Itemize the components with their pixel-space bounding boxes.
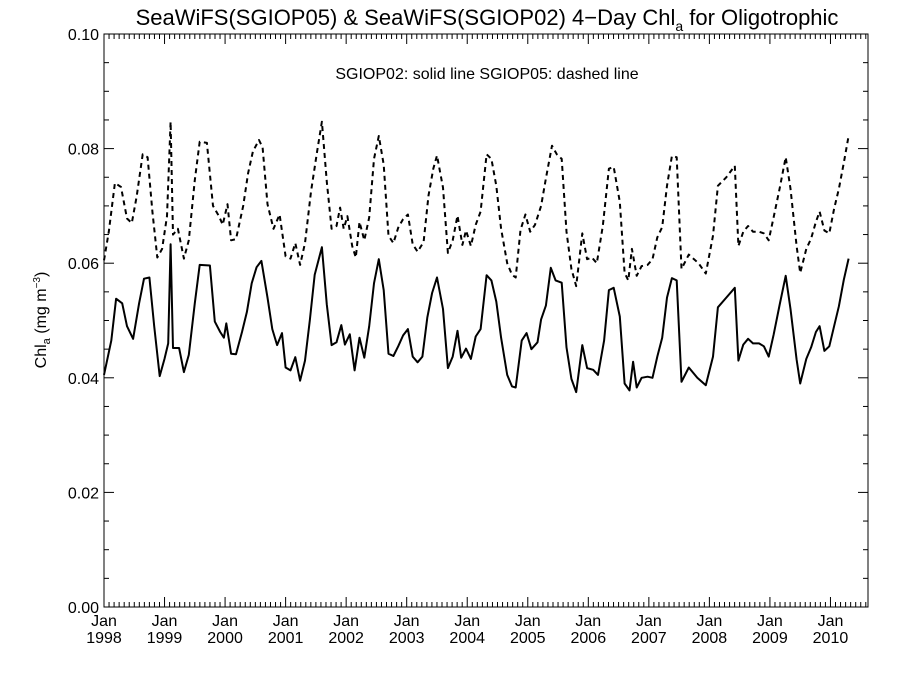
x-tick-month-label: Jan	[212, 613, 238, 630]
y-axis-label-close: )	[33, 272, 50, 277]
x-tick-month-label: Jan	[575, 613, 601, 630]
chart-title: SeaWiFS(SGIOP05) & SeaWiFS(SGIOP02) 4−Da…	[136, 5, 839, 34]
x-tick-month-label: Jan	[636, 613, 662, 630]
x-tick-month-label: Jan	[696, 613, 722, 630]
x-tick-month-label: Jan	[515, 613, 541, 630]
x-tick-year-label: 2002	[328, 630, 364, 647]
series-line-dashed	[103, 120, 850, 288]
x-tick-year-label: 1999	[147, 630, 183, 647]
x-tick-year-label: 2005	[510, 630, 546, 647]
x-tick-month-label: Jan	[273, 613, 299, 630]
x-tick-year-label: 2001	[268, 630, 304, 647]
y-axis-label-units: (mg m	[33, 288, 50, 338]
x-tick-month-label: Jan	[757, 613, 783, 630]
y-tick-label: 0.06	[68, 256, 99, 273]
y-axis-label-sub: a	[41, 337, 53, 344]
x-tick-month-label: Jan	[152, 613, 178, 630]
x-tick-year-label: 2000	[207, 630, 243, 647]
x-tick-month-label: Jan	[454, 613, 480, 630]
x-tick-year-label: 2004	[449, 630, 485, 647]
chart-title-main: SeaWiFS(SGIOP05) & SeaWiFS(SGIOP02) 4−Da…	[136, 5, 676, 30]
x-tick-year-label: 2009	[752, 630, 788, 647]
chart-title-sub: a	[675, 18, 683, 34]
x-tick-year-label: 2007	[631, 630, 667, 647]
legend-annotation: SGIOP02: solid line SGIOP05: dashed line	[335, 66, 638, 83]
y-tick-label: 0.02	[68, 485, 99, 502]
x-tick-year-label: 1998	[86, 630, 122, 647]
series-line-solid	[103, 243, 850, 394]
x-tick-year-label: 2008	[692, 630, 728, 647]
y-tick-label: 0.00	[68, 600, 99, 617]
x-tick-year-label: 2006	[571, 630, 607, 647]
plot-frame	[103, 33, 869, 608]
y-axis-label-main: Chl	[33, 344, 50, 368]
x-tick-month-label: Jan	[818, 613, 844, 630]
y-tick-label: 0.08	[68, 142, 99, 159]
y-tick-label: 0.10	[68, 27, 99, 44]
x-tick-year-label: 2003	[389, 630, 425, 647]
x-tick-month-label: Jan	[91, 613, 117, 630]
axes: 0.000.020.040.060.080.10Jan1998Jan1999Ja…	[68, 27, 868, 647]
chart-title-tail: for Oligotrophic	[683, 5, 838, 30]
y-tick-label: 0.04	[68, 371, 99, 388]
x-tick-month-label: Jan	[394, 613, 420, 630]
y-axis-label: Chla (mg m−3)	[32, 272, 53, 369]
x-tick-year-label: 2010	[813, 630, 849, 647]
y-axis-label-sup: −3	[32, 277, 43, 289]
series-layer	[103, 120, 850, 394]
x-tick-month-label: Jan	[333, 613, 359, 630]
